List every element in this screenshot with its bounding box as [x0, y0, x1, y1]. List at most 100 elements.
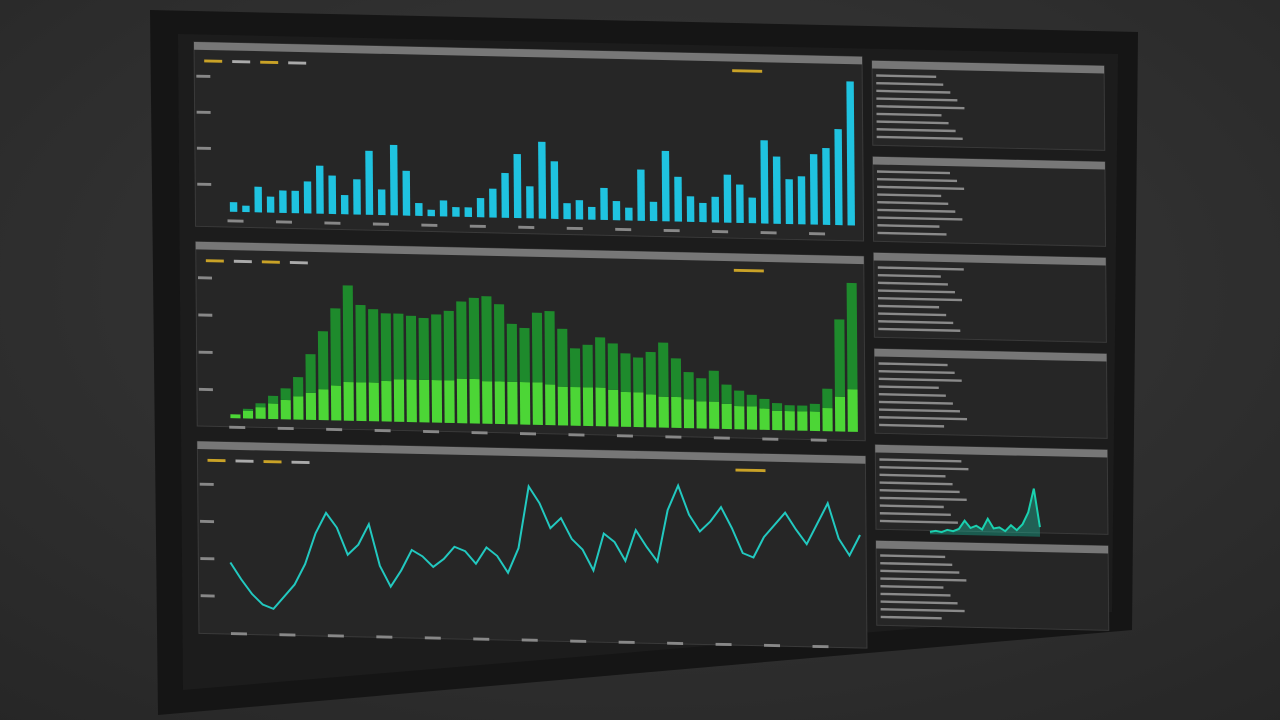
bar-segment: [431, 314, 442, 381]
bar-segment: [784, 410, 795, 431]
bar: [797, 176, 806, 225]
legend-swatch: [733, 268, 764, 273]
axis-label-stub: [764, 643, 781, 648]
axis-label-stub: [618, 640, 635, 644]
toolbar-icon: [289, 261, 308, 265]
axis-label-stub: [424, 636, 441, 640]
text-line: [876, 89, 951, 94]
bar-segment: [809, 411, 821, 432]
bar-segment: [607, 343, 619, 390]
bar-segment: [506, 323, 518, 382]
axis-label-stub: [809, 232, 826, 236]
bar-segment: [255, 403, 266, 408]
bar-segment: [569, 348, 581, 388]
axis-label-stub: [615, 227, 632, 232]
bar-segment: [342, 285, 354, 383]
axis-label-stub: [279, 633, 296, 637]
bar: [402, 170, 411, 216]
bar: [303, 181, 312, 214]
bar: [563, 203, 571, 220]
bar-segment: [645, 394, 657, 428]
bar: [242, 205, 250, 213]
bar-segment: [633, 357, 644, 393]
bar: [846, 81, 855, 226]
text-line: [879, 473, 946, 478]
text-line: [876, 128, 956, 133]
bar-segment: [419, 379, 430, 423]
text-line: [876, 120, 949, 125]
text-line: [877, 281, 948, 286]
bar-segment: [746, 406, 758, 430]
text-line: [876, 74, 937, 79]
bar-segment: [268, 403, 279, 420]
bar-segment: [381, 380, 392, 422]
axis-label-stub: [812, 644, 829, 649]
bar: [291, 190, 300, 214]
text-line: [878, 377, 962, 382]
panel-header: [872, 156, 1105, 170]
toolbar-icon: [263, 460, 282, 464]
bar-segment: [734, 406, 745, 430]
bar: [723, 174, 732, 223]
bar: [427, 209, 435, 217]
text-line: [879, 458, 962, 463]
toolbar-icon: [261, 260, 280, 264]
bar: [637, 169, 645, 221]
axis-label-stub: [198, 350, 213, 354]
bar-segment: [280, 388, 291, 401]
toolbar-icon: [235, 459, 254, 463]
text-line: [876, 97, 958, 102]
bar-segment: [393, 379, 405, 422]
bar-segment: [305, 354, 316, 393]
text-line: [878, 400, 953, 405]
bar-segment: [557, 386, 569, 426]
bar-segment: [847, 389, 858, 432]
text-line: [877, 273, 941, 278]
axis-label-stub: [196, 110, 211, 114]
panel-header: [874, 348, 1107, 362]
bar-segment: [431, 380, 443, 423]
line: [929, 488, 1041, 534]
panel-header: [197, 441, 866, 464]
axis-label-stub: [663, 228, 680, 233]
text-line: [879, 504, 944, 509]
bar-segment: [645, 351, 657, 395]
panel-header: [872, 60, 1105, 74]
bar-segment: [557, 328, 568, 387]
toolbar-icon: [233, 259, 252, 264]
bar: [736, 184, 744, 224]
text-line: [880, 569, 960, 574]
bar-segment: [759, 398, 770, 409]
bar-segment: [469, 378, 480, 424]
bar-segment: [708, 370, 720, 402]
bar: [415, 203, 423, 216]
bar-segment: [330, 385, 342, 421]
bar-segment: [620, 391, 632, 427]
bar-segment: [305, 392, 317, 420]
bar: [588, 206, 596, 220]
axis-label-stub: [327, 634, 344, 638]
axis-label-stub: [760, 231, 777, 235]
bar-segment: [380, 313, 392, 382]
axis-label-stub: [667, 641, 684, 645]
bar-segment: [658, 396, 669, 428]
text-line: [879, 481, 953, 486]
panel-header: [876, 540, 1109, 554]
bar: [699, 202, 707, 223]
bar-segment: [658, 342, 669, 397]
legend-swatch: [732, 69, 763, 73]
text-line: [878, 320, 954, 325]
bar-segment: [444, 380, 455, 424]
axis-label-stub: [665, 435, 682, 439]
toolbar-icon: [207, 458, 226, 463]
bar-segment: [708, 401, 720, 429]
bar: [711, 196, 720, 223]
text-line: [878, 393, 946, 397]
info-panel: [871, 60, 1106, 151]
bar-segment: [608, 389, 619, 427]
bar-segment: [494, 304, 505, 382]
bar-segment: [519, 381, 531, 425]
toolbar-icon: [291, 460, 310, 465]
axis-label-stub: [324, 221, 341, 225]
